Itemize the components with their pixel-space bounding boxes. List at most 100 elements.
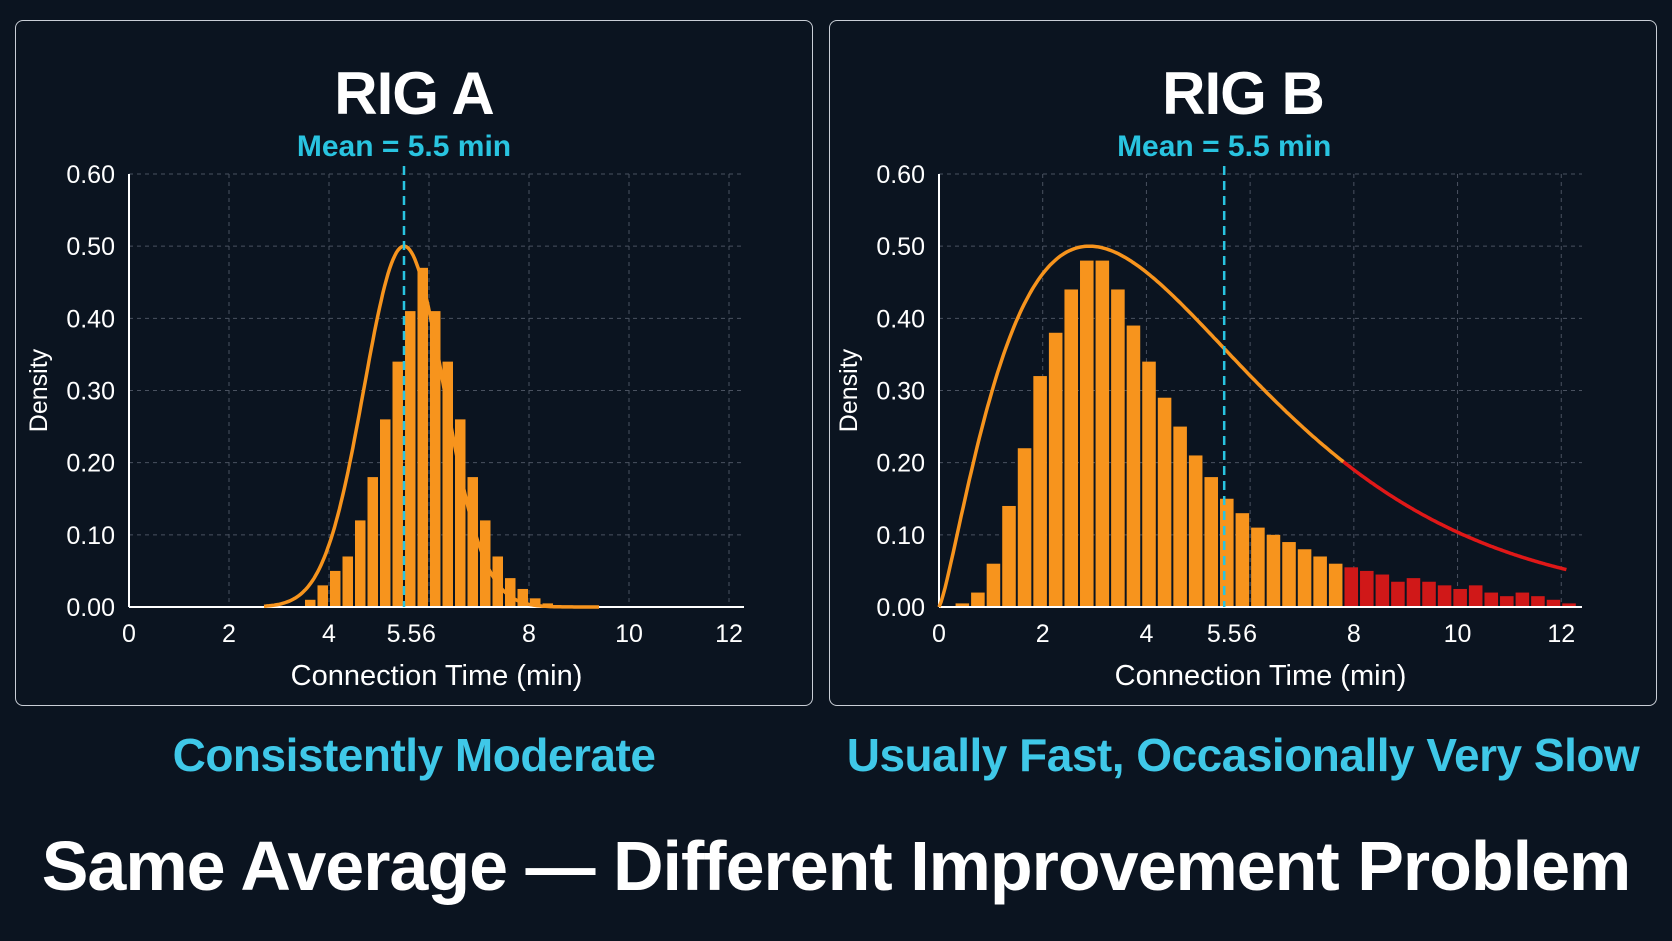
x-tick-label: 5.5 — [1207, 620, 1242, 648]
x-tick-label: 2 — [222, 620, 236, 648]
histogram-bar — [1064, 289, 1079, 607]
histogram-bar — [1282, 542, 1296, 607]
histogram-bar — [505, 578, 516, 607]
histogram-bar — [955, 603, 970, 607]
y-tick-label: 0.30 — [66, 378, 115, 406]
y-tick-label: 0.60 — [876, 161, 925, 189]
x-tick-label: 6 — [1243, 620, 1257, 648]
histogram-bar — [1468, 585, 1483, 607]
x-tick-label: 6 — [422, 620, 436, 648]
histogram-bar — [1111, 289, 1125, 607]
y-tick-label: 0.30 — [876, 378, 925, 406]
histogram-bar — [530, 598, 541, 607]
histogram-bar — [442, 361, 453, 607]
y-tick-label: 0.60 — [66, 161, 115, 189]
histogram-bar — [417, 267, 428, 607]
histogram-bar — [455, 419, 466, 607]
histogram-bar — [1235, 513, 1250, 607]
histogram-bar — [467, 477, 478, 607]
density-curve — [263, 244, 599, 609]
y-tick-label: 0.20 — [66, 450, 115, 478]
histogram-bar — [1422, 581, 1436, 607]
histogram-bar — [1142, 361, 1156, 607]
histogram-bar — [1095, 260, 1110, 607]
histogram-bar — [1484, 592, 1499, 607]
x-tick-label: 10 — [615, 620, 643, 648]
histogram-bar — [317, 585, 328, 607]
x-tick-label: 8 — [1347, 620, 1361, 648]
histogram-bar — [405, 311, 416, 607]
histogram-bar — [1220, 498, 1234, 607]
histogram-bar — [330, 570, 341, 607]
histogram-bar — [1080, 260, 1094, 607]
histogram-bar — [1251, 527, 1265, 607]
histogram-bar — [430, 311, 441, 607]
y-axis-label: Density — [835, 348, 863, 432]
histogram-bar — [355, 520, 366, 607]
y-tick-label: 0.20 — [876, 450, 925, 478]
density-curve — [937, 244, 1345, 608]
y-tick-label: 0.10 — [876, 522, 925, 550]
x-tick-label: 0 — [932, 620, 946, 648]
histogram-bar — [517, 588, 528, 607]
histogram-bar — [986, 563, 1001, 607]
x-tick-label: 10 — [1444, 620, 1472, 648]
histogram-bar — [367, 477, 378, 607]
chart-plot-rig-a: Mean = 5.5 min 0.00 0.10 0.20 0.30 0.40 0.50 0.… — [25, 130, 744, 692]
y-tick-label: 0.00 — [66, 594, 115, 622]
density-curve-tail — [1342, 460, 1567, 572]
x-tick-label: 12 — [1547, 620, 1575, 648]
x-tick-label: 4 — [1139, 620, 1153, 648]
y-axis-label: Density — [25, 348, 53, 432]
histogram-bar — [1562, 603, 1576, 607]
y-tick-label: 0.50 — [876, 233, 925, 261]
histogram-bar — [1515, 592, 1530, 607]
histogram-bar — [1266, 534, 1281, 607]
chart-subtitle-rig-b: Usually Fast, Occasionally Very Slow — [846, 729, 1640, 781]
histogram-bar — [1437, 585, 1452, 607]
y-tick-label: 0.40 — [876, 305, 925, 333]
x-tick-label: 8 — [522, 620, 536, 648]
chart-subtitle-rig-a: Consistently Moderate — [172, 729, 656, 781]
histogram-bar — [1500, 596, 1514, 607]
x-tick-label: 2 — [1036, 620, 1050, 648]
x-tick-label: 12 — [715, 620, 743, 648]
histogram-bar — [1017, 448, 1032, 607]
mean-label: Mean = 5.5 min — [297, 130, 511, 163]
histogram-bar — [1157, 397, 1172, 607]
histogram-bar — [1453, 588, 1467, 607]
chart-title: RIG A — [334, 60, 494, 127]
chart-panel-rig-b: RIG B Mean = 5.5 min 0.00 0.10 0.20 0.30 0.40… — [829, 20, 1657, 706]
y-tick-label: 0.10 — [66, 522, 115, 550]
histogram-bar — [1204, 477, 1219, 607]
histogram-bar — [1328, 563, 1343, 607]
histogram-bar — [1344, 567, 1359, 607]
chart-plot-rig-b: Mean = 5.5 min 0.00 0.10 0.20 0.30 0.40 0.50 0.… — [835, 130, 1582, 692]
histogram-bar — [1048, 332, 1063, 607]
histogram-bar — [305, 599, 316, 607]
histogram-bar — [1297, 549, 1312, 607]
x-axis-label: Connection Time (min) — [291, 660, 583, 692]
y-tick-label: 0.40 — [66, 305, 115, 333]
y-tick-label: 0.50 — [66, 233, 115, 261]
x-tick-label: 4 — [322, 620, 336, 648]
x-tick-label: 5.5 — [387, 620, 422, 648]
histogram-bar — [1002, 505, 1016, 607]
histogram-bar — [1546, 599, 1561, 607]
histogram-bar — [1391, 581, 1405, 607]
histogram-bar — [971, 592, 985, 607]
chart-panel-rig-a: RIG A Mean = 5.5 min 0.00 0.10 0.20 0.30 0.40… — [15, 20, 813, 706]
histogram-bar — [342, 556, 353, 607]
histogram-bar — [1375, 574, 1390, 607]
histogram-bar — [1406, 578, 1421, 607]
mean-label: Mean = 5.5 min — [1117, 130, 1331, 163]
histogram-bar — [1188, 455, 1203, 607]
headline: Same Average — Different Improvement Pro… — [41, 827, 1632, 905]
chart-title: RIG B — [1162, 60, 1325, 127]
histogram-bar — [380, 419, 391, 607]
histogram-bar — [1033, 376, 1047, 607]
y-tick-label: 0.00 — [876, 594, 925, 622]
x-axis-label: Connection Time (min) — [1115, 660, 1407, 692]
histogram-bar — [1360, 570, 1374, 607]
histogram-bar — [1531, 596, 1545, 607]
